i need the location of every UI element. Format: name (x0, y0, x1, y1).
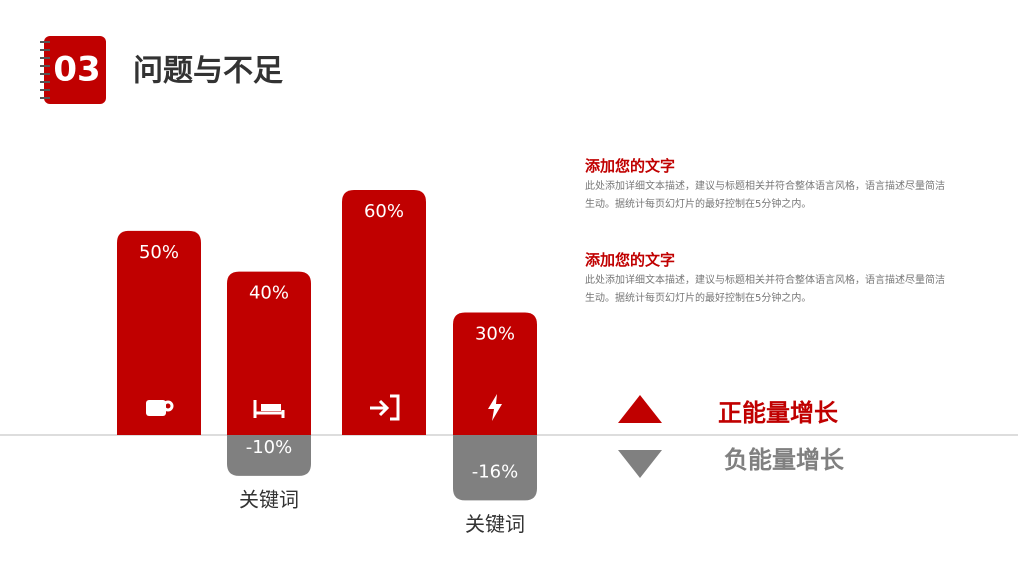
value-label: 40% (249, 283, 289, 304)
value-label: -10% (246, 437, 293, 458)
legend-up-triangle (618, 395, 662, 423)
text-block-body: 此处添加详细文本描述，建议与标题相关并符合整体语言风格，语言描述尽量简洁生动。据… (585, 275, 945, 304)
icon (261, 404, 281, 411)
bar (227, 435, 311, 476)
text-block: 添加您的文字 此处添加详细文本描述，建议与标题相关并符合整体语言风格，语言描述尽… (585, 250, 947, 308)
icon (370, 394, 400, 421)
text-block-title: 添加您的文字 (585, 157, 676, 175)
legend-down-triangle (618, 450, 662, 478)
legend-label: 负能量增长 (724, 446, 845, 474)
bar (342, 190, 426, 435)
icon (146, 400, 166, 416)
value-label: 60% (364, 201, 404, 222)
legend-label: 正能量增长 (718, 399, 839, 427)
section-number: 03 (53, 50, 100, 90)
icon (162, 400, 174, 412)
value-label: 30% (475, 324, 515, 345)
text-block-title: 添加您的文字 (585, 251, 676, 269)
bar (453, 312, 537, 435)
value-label: -16% (472, 461, 519, 482)
bar (227, 271, 311, 435)
bar (117, 230, 201, 435)
number-badge (44, 36, 106, 104)
spiral (40, 41, 50, 99)
value-label: 50% (139, 242, 179, 263)
icon (488, 394, 502, 421)
text-block-body: 此处添加详细文本描述，建议与标题相关并符合整体语言风格，语言描述尽量简洁生动。据… (585, 181, 945, 210)
category-label: 关键词 (465, 512, 525, 536)
icon (253, 400, 285, 418)
bar (453, 435, 537, 501)
section-title: 问题与不足 (133, 54, 283, 89)
category-label: 关键词 (239, 487, 299, 511)
text-block: 添加您的文字 此处添加详细文本描述，建议与标题相关并符合整体语言风格，语言描述尽… (585, 156, 947, 214)
